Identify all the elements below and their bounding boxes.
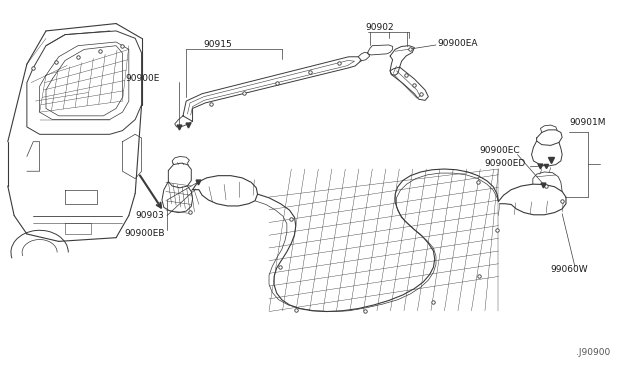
Text: 90900EC: 90900EC [479,147,520,155]
Text: 90915: 90915 [204,41,232,49]
Text: .J90900: .J90900 [576,348,610,357]
Text: 99060W: 99060W [550,264,588,273]
Text: 90901M: 90901M [570,118,606,127]
Text: 90900ED: 90900ED [484,159,525,169]
Text: 90900EA: 90900EA [437,39,477,48]
Text: 90902: 90902 [365,23,394,32]
Text: 90900EB: 90900EB [124,229,164,238]
Text: 90900E: 90900E [125,74,159,83]
Text: 90903: 90903 [136,211,164,220]
